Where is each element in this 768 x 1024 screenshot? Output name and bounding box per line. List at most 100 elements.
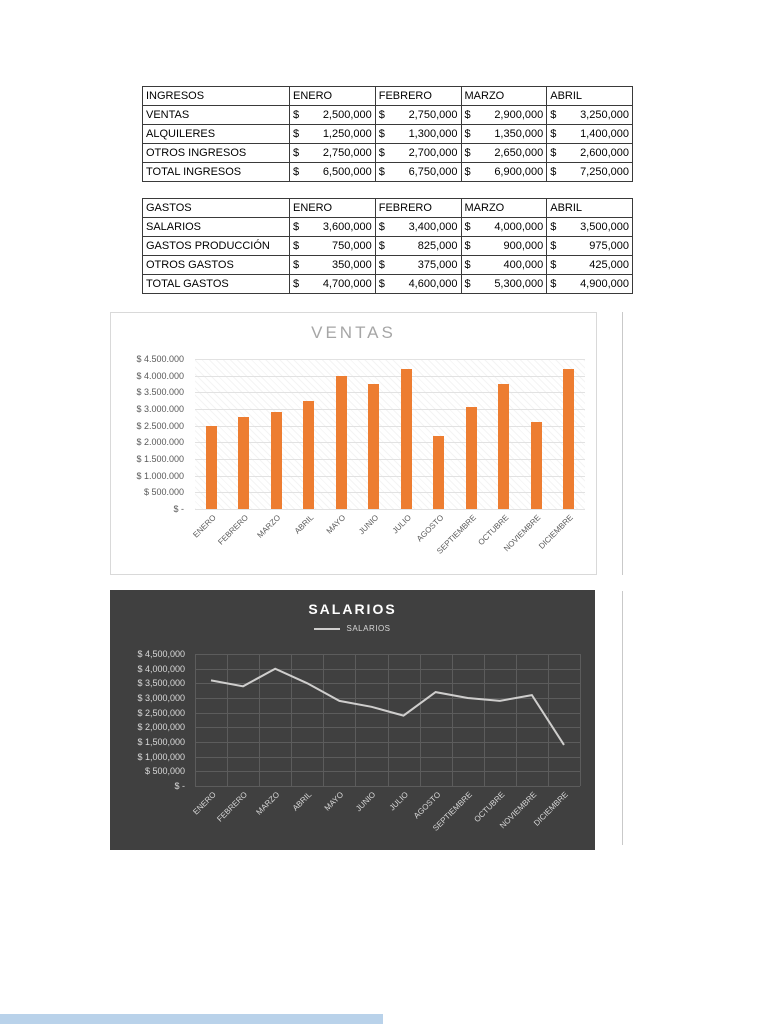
gridline [195, 425, 585, 427]
x-slot: JUNIO [354, 786, 387, 846]
y-axis: $ 4.500.000 $ 4.000.000 $ 3.500.000 $ 3.000… [111, 354, 189, 514]
value-cell: $400,000 [460, 255, 548, 275]
y-tick-label: $ 4.000.000 [136, 370, 184, 381]
value-cell: $975,000 [546, 236, 633, 256]
plot-area [195, 359, 585, 510]
gridline [451, 654, 453, 786]
gridline [323, 654, 325, 786]
legend-line-sample [314, 627, 341, 630]
column-header: ENERO [289, 198, 376, 218]
gridline [195, 654, 196, 786]
gridline [387, 654, 389, 786]
salarios-line-chart: SALARIOS SALARIOS $ 4,500,000 $ 4,000,000… [110, 590, 595, 850]
x-tick-label: MARZO [255, 513, 283, 540]
gridline [580, 654, 581, 786]
column-header: MARZO [460, 198, 548, 218]
bar-slot [553, 359, 586, 509]
column-header: ENERO [289, 86, 376, 106]
y-tick-label: $ - [173, 504, 184, 514]
x-slot: JUNIO [357, 509, 391, 571]
chart-title: SALARIOS [308, 601, 397, 617]
y-tick-label: $ 3.000.000 [136, 404, 184, 414]
row-label: GASTOS PRODUCCIÓN [142, 236, 290, 256]
value-cell: $375,000 [374, 255, 462, 275]
table-row: GASTOS PRODUCCIÓN $750,000 $825,000 $900,00… [142, 236, 633, 256]
row-label: ALQUILERES [142, 124, 290, 144]
table-row: ALQUILERES $1,250,000 $1,300,000 $1,350,000… [142, 124, 633, 144]
value-cell: $3,600,000 [289, 217, 376, 237]
value-cell: $1,350,000 [460, 124, 548, 144]
bar [530, 422, 542, 509]
gridline [419, 654, 421, 786]
gridline [195, 375, 585, 377]
gridline [195, 509, 585, 510]
table-row: OTROS INGRESOS $2,750,000 $2,700,000 $2,650… [142, 143, 633, 163]
value-cell: $350,000 [289, 255, 376, 275]
clipped-chart-fragment [622, 591, 768, 845]
column-header: FEBRERO [374, 198, 462, 218]
x-slot: MAYO [323, 786, 355, 846]
x-tick-label: JUNIO [354, 790, 378, 814]
bar [303, 400, 315, 509]
table-row: TOTAL INGRESOS $6,500,000 $6,750,000 $6,900… [142, 162, 633, 182]
gridline [483, 654, 485, 786]
value-cell: $3,500,000 [546, 217, 633, 237]
bar-slot [195, 359, 228, 509]
x-tick-label: JULIO [390, 513, 413, 536]
value-cell: $2,600,000 [546, 143, 633, 163]
bar-slot [390, 359, 423, 509]
gridline [195, 786, 580, 787]
bar-slot [358, 359, 391, 509]
x-tick-label: ENERO [190, 790, 218, 817]
row-label: TOTAL INGRESOS [142, 162, 290, 182]
plot-area [195, 654, 581, 787]
x-slot: FEBRERO [216, 509, 261, 571]
bar [465, 407, 477, 509]
y-tick-label: $ 2.500.000 [136, 420, 184, 431]
y-tick-label: $ 2.000.000 [136, 437, 184, 448]
value-cell: $2,700,000 [374, 143, 462, 163]
x-slot: DICIEMBRE [537, 509, 586, 571]
y-tick-label: $ 3,500,000 [137, 678, 185, 689]
bar [498, 384, 510, 509]
y-tick-label: $ 1,500,000 [137, 737, 185, 747]
value-cell: $4,600,000 [374, 274, 462, 294]
value-cell: $425,000 [546, 255, 633, 275]
gridline [195, 475, 585, 477]
column-header: FEBRERO [374, 86, 462, 106]
y-tick-label: $ 3,000,000 [137, 693, 185, 703]
y-tick-label: $ 2,500,000 [137, 707, 185, 718]
x-slot: ABRIL [292, 509, 326, 571]
value-cell: $6,900,000 [460, 162, 548, 182]
y-tick-label: $ 1.000.000 [136, 470, 184, 481]
gridline [195, 442, 585, 444]
bar-slot [260, 359, 293, 509]
gridline [195, 459, 585, 460]
row-label: VENTAS [142, 105, 290, 125]
bar-series [195, 359, 585, 509]
bar [335, 375, 347, 509]
value-cell: $4,900,000 [546, 274, 633, 294]
column-header: INGRESOS [142, 86, 290, 106]
y-tick-label: $ 1,000,000 [137, 751, 185, 762]
ventas-bar-chart: VENTAS $ 4.500.000 $ 4.000.000 $ 3.500.000… [110, 312, 597, 575]
value-cell: $2,500,000 [289, 105, 376, 125]
gridline [291, 654, 293, 786]
bar-slot [228, 359, 261, 509]
value-cell: $1,400,000 [546, 124, 633, 144]
x-slot: MARZO [256, 509, 293, 571]
y-tick-label: $ 1.500.000 [136, 454, 184, 464]
bar [433, 435, 445, 509]
gridline [355, 654, 357, 786]
x-slot: DICIEMBRE [532, 786, 580, 846]
bar [238, 417, 250, 509]
gridline [227, 654, 229, 786]
bar-slot [423, 359, 456, 509]
bar-slot [325, 359, 358, 509]
line-series [210, 667, 565, 746]
bar [205, 425, 217, 509]
bar [563, 369, 575, 509]
gridline [195, 409, 585, 410]
x-tick-label: MARZO [254, 790, 282, 817]
gridline [515, 654, 517, 786]
